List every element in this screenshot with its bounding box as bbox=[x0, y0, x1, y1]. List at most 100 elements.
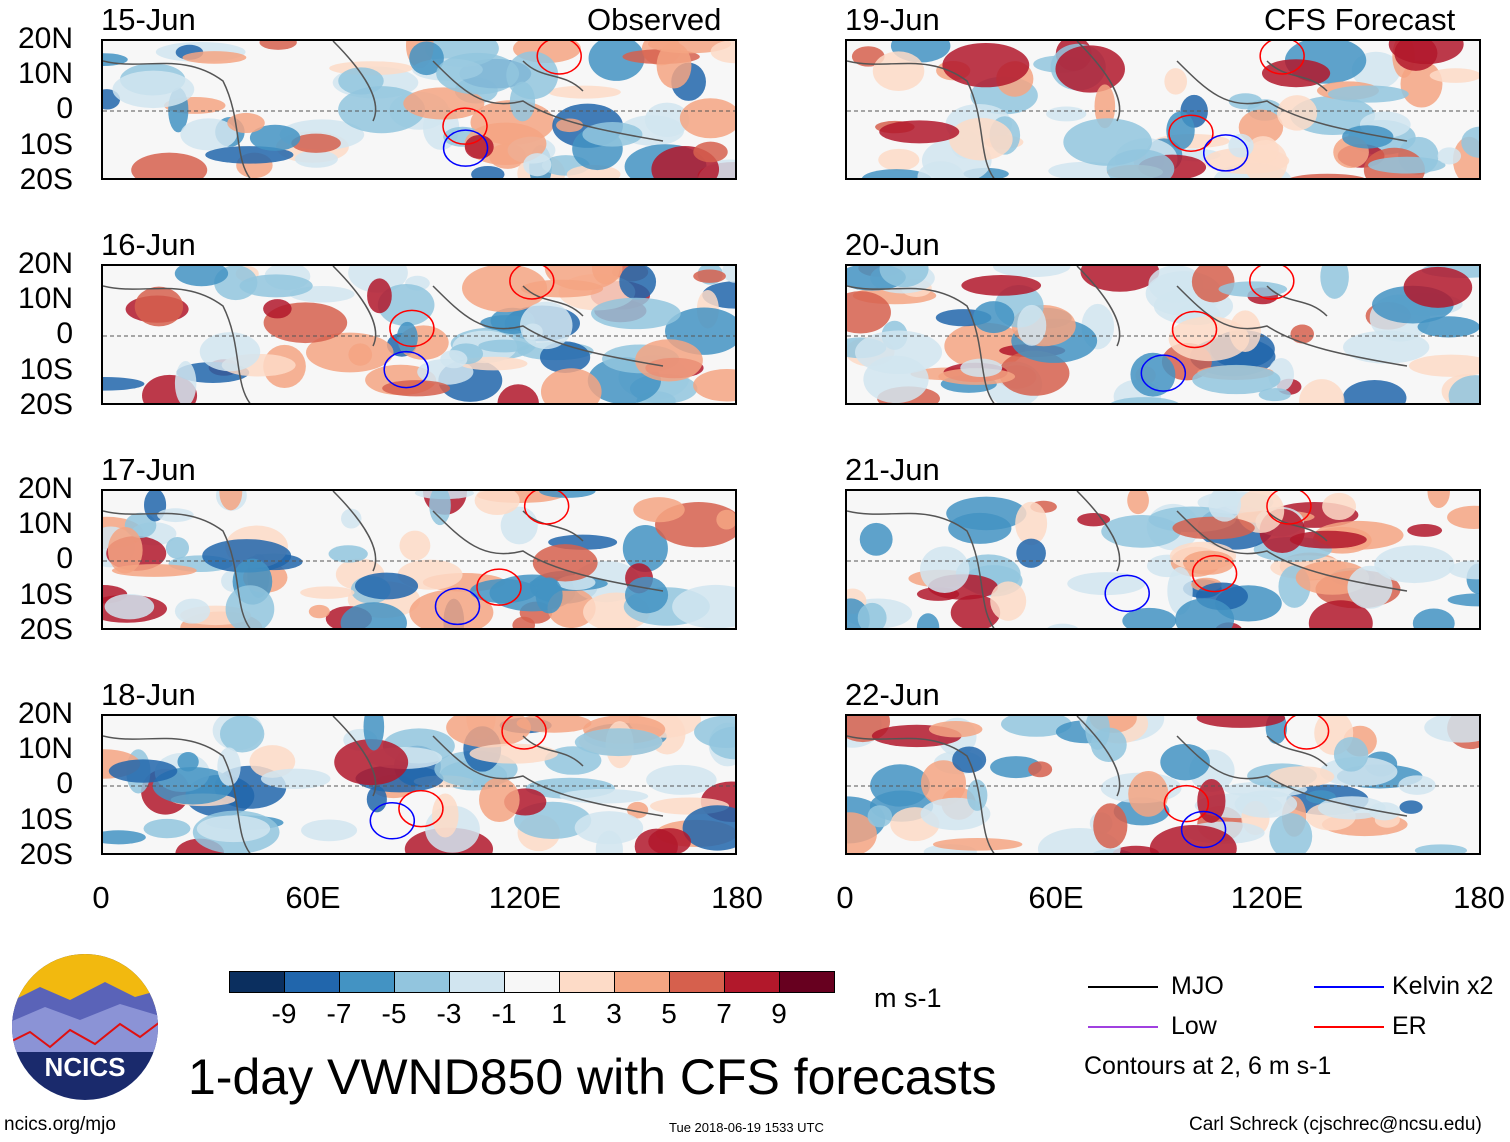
panel-title: 20-Jun bbox=[845, 227, 940, 262]
wind-anomaly-shading bbox=[693, 369, 735, 402]
kelvin-legend-line bbox=[1314, 986, 1384, 988]
wind-anomaly-shading bbox=[340, 602, 407, 628]
wind-anomaly-shading bbox=[1093, 803, 1128, 849]
lon-label: 180 bbox=[1453, 880, 1505, 915]
coastline bbox=[103, 266, 664, 403]
colorbar-swatch bbox=[449, 971, 505, 993]
wind-anomaly-shading bbox=[308, 604, 330, 619]
wind-anomaly-shading bbox=[920, 546, 970, 593]
wind-anomaly-shading bbox=[595, 830, 623, 853]
wind-anomaly-shading bbox=[1148, 266, 1204, 303]
lon-label: 60E bbox=[285, 880, 341, 915]
wind-anomaly-shading bbox=[879, 266, 929, 288]
colorbar-label: -5 bbox=[381, 998, 407, 1029]
er-contour bbox=[389, 309, 435, 348]
wind-anomaly-shading bbox=[1308, 600, 1373, 628]
wind-anomaly-shading bbox=[1048, 161, 1124, 178]
wind-anomaly-shading bbox=[263, 299, 292, 319]
colorbar-swatch bbox=[339, 971, 395, 993]
er-contour bbox=[536, 41, 582, 75]
wind-anomaly-shading bbox=[363, 716, 385, 751]
footer-url[interactable]: ncics.org/mjo bbox=[4, 1114, 116, 1135]
kelvin-contour bbox=[383, 350, 429, 389]
wind-anomaly-shading bbox=[548, 85, 621, 99]
wind-anomaly-shading bbox=[928, 721, 983, 738]
wind-anomaly-shading bbox=[446, 716, 532, 748]
wind-anomaly-shading bbox=[1407, 524, 1443, 537]
coastline bbox=[103, 41, 664, 178]
wind-anomaly-shading bbox=[1427, 491, 1450, 508]
vwnd-map-panel bbox=[845, 489, 1481, 630]
colorbar-swatch bbox=[504, 971, 560, 993]
wind-anomaly-shading bbox=[1447, 505, 1479, 529]
wind-anomaly-shading bbox=[478, 339, 530, 353]
wind-anomaly-shading bbox=[1168, 316, 1250, 362]
wind-anomaly-shading bbox=[859, 522, 893, 556]
lat-label: 10N bbox=[17, 282, 73, 315]
colorbar-label: 7 bbox=[716, 998, 732, 1029]
wind-anomaly-shading bbox=[497, 384, 539, 403]
wind-anomaly-shading bbox=[300, 586, 355, 599]
er-contour bbox=[476, 568, 522, 606]
wind-anomaly-shading bbox=[1017, 304, 1047, 346]
wind-anomaly-shading bbox=[1175, 598, 1235, 628]
wind-anomaly-shading bbox=[1122, 607, 1177, 628]
lon-label: 120E bbox=[488, 880, 562, 915]
wind-anomaly-shading bbox=[1269, 813, 1313, 853]
forecast-header: CFS Forecast bbox=[1264, 2, 1456, 37]
wind-anomaly-shading bbox=[559, 789, 649, 804]
wind-anomaly-shading bbox=[633, 497, 685, 523]
lat-label: 10S bbox=[19, 128, 73, 161]
kelvin-contour bbox=[369, 802, 416, 840]
lat-label: 20S bbox=[19, 388, 73, 421]
wind-anomaly-shading bbox=[523, 153, 552, 177]
wind-anomaly-shading bbox=[1343, 330, 1430, 364]
ncics-logo: NCICS bbox=[12, 954, 158, 1100]
wind-anomaly-shading bbox=[857, 602, 887, 628]
wind-anomaly-shading bbox=[516, 716, 592, 733]
footer-author: Carl Schreck (cjschrec@ncsu.edu) bbox=[1189, 1114, 1482, 1135]
wind-anomaly-shading bbox=[462, 266, 548, 313]
er-contour bbox=[1171, 310, 1218, 349]
wind-anomaly-shading bbox=[291, 133, 341, 153]
wind-anomaly-shading bbox=[574, 811, 644, 845]
er-contour bbox=[398, 789, 444, 828]
wind-anomaly-shading bbox=[990, 756, 1042, 779]
kelvin-contour bbox=[442, 129, 489, 167]
wind-anomaly-shading bbox=[1228, 133, 1254, 158]
wind-anomaly-shading bbox=[672, 584, 735, 628]
wind-anomaly-shading bbox=[338, 86, 426, 134]
wind-anomaly-shading bbox=[1080, 266, 1160, 292]
wind-anomaly-shading bbox=[334, 739, 409, 786]
wind-anomaly-shading bbox=[535, 577, 563, 614]
wind-anomaly-shading bbox=[225, 585, 275, 628]
wind-anomaly-shading bbox=[1128, 771, 1169, 817]
wind-anomaly-shading bbox=[1196, 716, 1286, 728]
low-legend-label: Low bbox=[1171, 1012, 1217, 1040]
wind-anomaly-shading bbox=[710, 41, 735, 64]
wind-anomaly-shading bbox=[1234, 790, 1298, 818]
wind-anomaly-shading bbox=[1322, 492, 1356, 520]
er-contour bbox=[1259, 41, 1305, 75]
lat-label: 10S bbox=[19, 353, 73, 386]
wind-anomaly-shading bbox=[1016, 538, 1046, 568]
wind-anomaly-shading bbox=[239, 274, 313, 298]
lat-label: 10N bbox=[17, 507, 73, 540]
wind-anomaly-shading bbox=[619, 266, 657, 300]
wind-anomaly-shading bbox=[1290, 173, 1365, 178]
er-contour bbox=[442, 107, 488, 145]
wind-anomaly-shading bbox=[165, 536, 190, 559]
wind-anomaly-shading bbox=[464, 134, 494, 159]
lat-label: 20S bbox=[19, 838, 73, 871]
wind-anomaly-shading bbox=[556, 118, 584, 133]
wind-anomaly-shading bbox=[479, 777, 520, 823]
low-legend-line bbox=[1088, 1026, 1158, 1028]
wind-anomaly-shading bbox=[847, 812, 877, 853]
colorbar-label: 1 bbox=[551, 998, 567, 1029]
wind-anomaly-shading bbox=[867, 805, 893, 828]
coastline bbox=[103, 491, 664, 628]
er-legend-line bbox=[1314, 1026, 1384, 1028]
panel-title: 21-Jun bbox=[845, 452, 940, 487]
wind-anomaly-shading bbox=[847, 291, 891, 334]
coastline bbox=[847, 491, 1408, 628]
